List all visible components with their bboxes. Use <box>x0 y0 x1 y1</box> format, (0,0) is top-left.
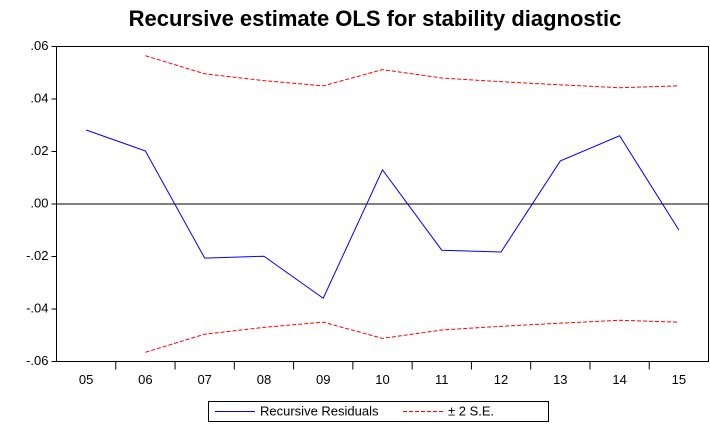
y-tick-label: .02 <box>30 143 48 158</box>
x-tick-label: 14 <box>612 372 626 387</box>
y-tick-label: -.02 <box>26 248 48 263</box>
line-series <box>145 55 679 89</box>
x-tick-label: 08 <box>257 372 271 387</box>
x-tick-label: 07 <box>197 372 211 387</box>
x-tick-label: 06 <box>138 372 152 387</box>
y-tick-label: .04 <box>30 90 48 105</box>
x-tick-label: 13 <box>553 372 567 387</box>
x-tick-label: 05 <box>79 372 93 387</box>
legend-label: ± 2 S.E. <box>448 403 494 418</box>
line-series <box>85 129 680 299</box>
x-tick-label: 09 <box>316 372 330 387</box>
chart-title: Recursive estimate OLS for stability dia… <box>129 6 622 31</box>
legend-label: Recursive Residuals <box>260 403 379 418</box>
x-tick-label: 10 <box>375 372 389 387</box>
y-tick-label: .00 <box>30 195 48 210</box>
x-tick-label: 15 <box>672 372 686 387</box>
y-tick-label: -.04 <box>26 300 48 315</box>
x-tick-label: 12 <box>494 372 508 387</box>
x-tick-label: 11 <box>435 372 449 387</box>
legend-box <box>208 401 549 422</box>
line-series <box>145 319 679 353</box>
y-tick-label: .06 <box>30 38 48 53</box>
y-tick-label: -.06 <box>26 353 48 368</box>
